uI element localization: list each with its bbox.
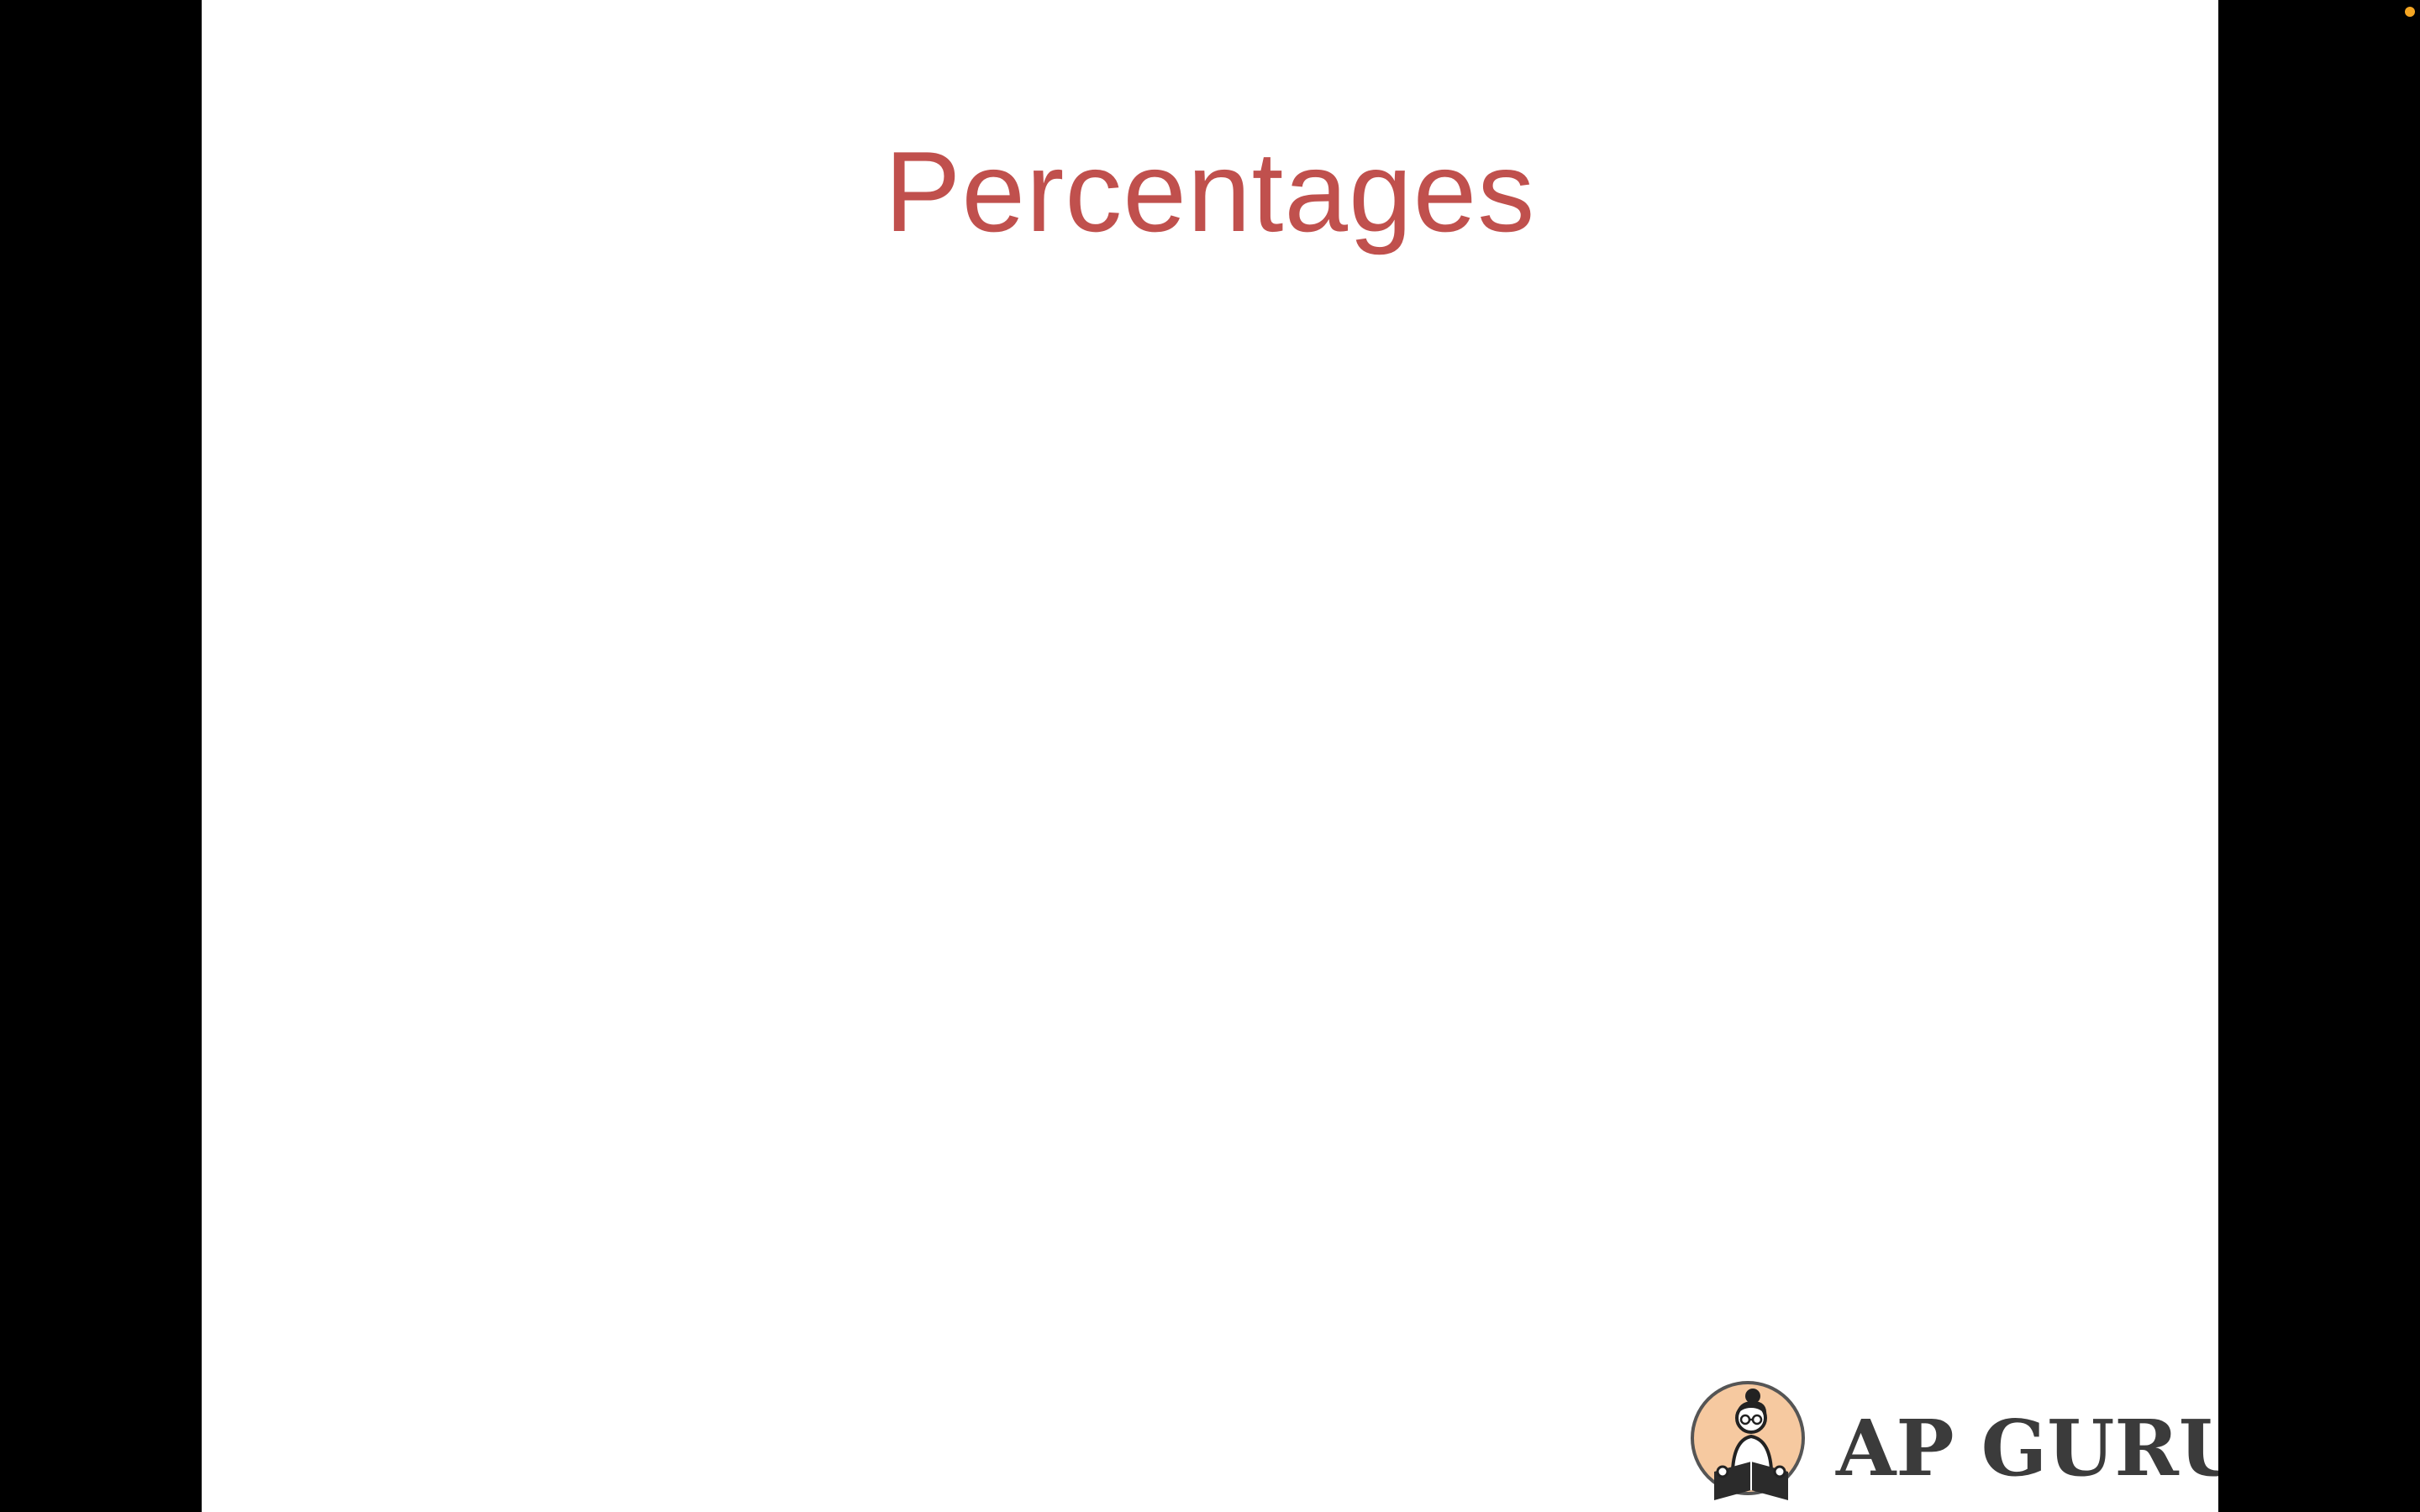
slide: Percentages — [202, 0, 2218, 1512]
brand-logo: AP GURU — [1689, 1378, 2218, 1512]
slide-title: Percentages — [884, 128, 1536, 255]
brand-name: AP GURU — [1836, 1403, 2218, 1494]
recording-indicator-dot — [2405, 7, 2415, 17]
reading-person-logo-icon — [1691, 1381, 1805, 1500]
